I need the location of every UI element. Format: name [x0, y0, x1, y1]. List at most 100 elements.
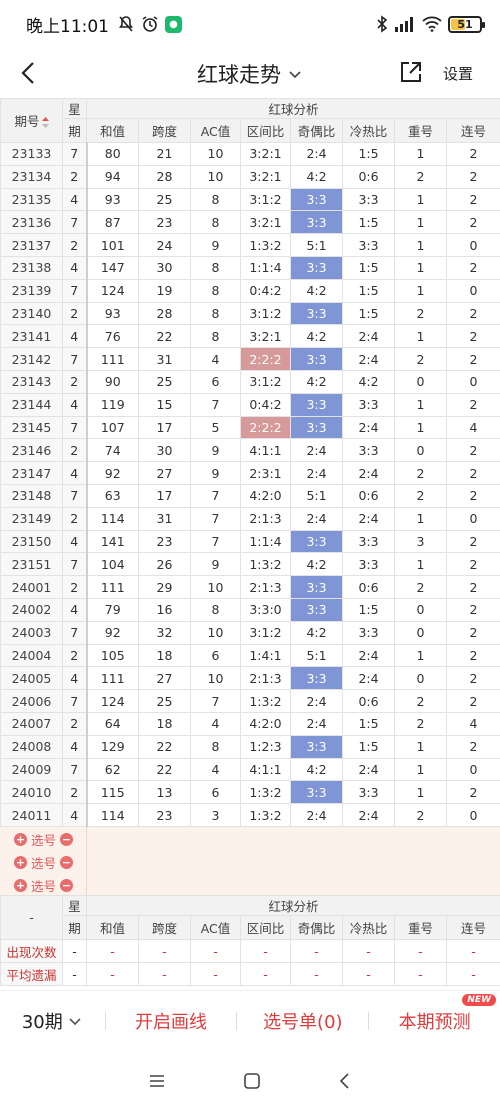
table-cell: 1:4:1 — [240, 643, 291, 668]
table-cell: 18 — [138, 711, 191, 736]
table-cell: 1:3:2 — [240, 689, 291, 713]
table-cell: 74 — [86, 438, 139, 463]
period-cell: 23141 — [0, 324, 63, 349]
table-row: 23138 4 147 30 8 1:1:4 3:3 1:5 1 2 — [0, 255, 500, 280]
minus-icon[interactable]: − — [60, 856, 74, 869]
table-row: 23139 7 124 19 8 0:4:2 4:2 1:5 1 0 — [0, 278, 500, 303]
table-cell: 2 — [394, 803, 447, 827]
new-badge: NEW — [462, 993, 497, 1006]
pick-label[interactable]: 选号 — [31, 856, 57, 871]
table-cell: 3:3 — [290, 301, 343, 326]
plus-icon[interactable]: + — [14, 856, 27, 869]
table-cell: 2:1:3 — [240, 575, 291, 599]
prediction-button[interactable]: 本期预测 NEW — [369, 993, 500, 1034]
table-row: 23140 2 93 28 8 3:1:2 3:3 1:5 2 2 — [0, 301, 500, 326]
plus-icon[interactable]: + — [14, 833, 27, 846]
table-cell: 3:1:2 — [240, 369, 291, 394]
table-cell: 0 — [445, 278, 500, 303]
table-cell: 2 — [445, 324, 500, 349]
table-cell: 1 — [394, 210, 447, 235]
week-cell: 4 — [62, 666, 88, 691]
table-cell: 3:3 — [342, 529, 395, 554]
table-cell: 1:1:4 — [240, 255, 291, 280]
table-cell: 3:3 — [342, 233, 395, 257]
group-title: 红球分析 — [85, 98, 500, 119]
share-icon[interactable] — [398, 59, 424, 85]
period-cell: 24004 — [0, 643, 63, 668]
picker-side: + 选号 − + 选号 − + 选号 − — [0, 827, 87, 895]
period-cell: 23137 — [0, 233, 63, 257]
table-cell: 5:1 — [290, 233, 343, 257]
table-cell: 1:5 — [342, 255, 395, 280]
page-title-dropdown[interactable]: 红球走势 — [197, 59, 303, 89]
table-cell: 2 — [445, 483, 500, 508]
week-cell: 2 — [62, 643, 88, 668]
table-cell: 3:1:2 — [240, 620, 291, 645]
week-cell: 7 — [62, 415, 88, 440]
stats-cell: - — [138, 962, 191, 986]
table-row: 23147 4 92 27 9 2:3:1 2:4 2:4 2 2 — [0, 461, 500, 485]
table-cell: 2 — [445, 392, 500, 417]
period-cell: 24002 — [0, 597, 63, 622]
table-cell: 2:1:3 — [240, 666, 291, 691]
week-cell: 7 — [62, 552, 88, 577]
table-cell: 10 — [190, 164, 241, 189]
table-cell: 92 — [86, 461, 139, 485]
week-cell: 7 — [62, 142, 88, 166]
stats-row: 出现次数 - - - - - - - - - — [0, 939, 500, 963]
back-icon[interactable] — [338, 1072, 352, 1090]
pick-label[interactable]: 选号 — [31, 879, 57, 894]
period-header[interactable]: 期号 — [0, 98, 63, 143]
table-cell: 32 — [138, 620, 191, 645]
table-col-header: 冷热比 — [342, 118, 395, 143]
table-cell: 2 — [445, 210, 500, 235]
menu-icon[interactable] — [148, 1073, 166, 1089]
table-cell: 7 — [190, 392, 241, 417]
week-cell: 4 — [62, 734, 88, 759]
stats-cell: - — [394, 962, 447, 986]
sort-icon — [41, 117, 49, 128]
table-row: 24001 2 111 29 10 2:1:3 3:3 0:6 2 2 — [0, 575, 500, 599]
bluetooth-icon — [377, 15, 388, 33]
settings-button[interactable]: 设置 — [443, 65, 474, 83]
minus-icon[interactable]: − — [60, 879, 74, 892]
period-cell: 24007 — [0, 711, 63, 736]
table-cell: 3:3 — [290, 666, 343, 691]
table-cell: 4:2 — [290, 757, 343, 782]
draw-lines-button[interactable]: 开启画线 — [135, 1011, 208, 1033]
table-cell: 107 — [86, 415, 139, 440]
table-cell: 129 — [86, 734, 139, 759]
table-cell: 7 — [190, 689, 241, 713]
table-row: 24006 7 124 25 7 1:3:2 2:4 0:6 2 2 — [0, 689, 500, 713]
table-cell: 9 — [190, 438, 241, 463]
table-row: 24007 2 64 18 4 4:2:0 2:4 1:5 2 4 — [0, 711, 500, 736]
pick-list-button[interactable]: 选号单(0) — [263, 1011, 343, 1033]
stats-cell: - — [190, 939, 241, 963]
table-cell: 147 — [86, 255, 139, 280]
table-cell: 3:3 — [290, 575, 343, 599]
home-icon[interactable] — [243, 1072, 261, 1090]
table-cell: 23 — [138, 210, 191, 235]
table-cell: 80 — [86, 142, 139, 166]
stats-cell: - — [240, 962, 291, 986]
table-cell: 9 — [190, 461, 241, 485]
table-cell: 2:2:2 — [240, 347, 291, 371]
table-cell: 1:3:2 — [240, 233, 291, 257]
back-arrow-icon[interactable] — [14, 58, 44, 88]
table-cell: 0 — [445, 369, 500, 394]
table-cell: 1:5 — [342, 210, 395, 235]
table-row: 24008 4 129 22 8 1:2:3 3:3 1:5 1 2 — [0, 734, 500, 759]
table-cell: 0:6 — [342, 689, 395, 713]
table-row: 23145 7 107 17 5 2:2:2 3:3 2:4 1 4 — [0, 415, 500, 440]
table-cell: 10 — [190, 666, 241, 691]
pick-label[interactable]: 选号 — [31, 833, 57, 848]
minus-icon[interactable]: − — [60, 833, 74, 846]
plus-icon[interactable]: + — [14, 879, 27, 892]
prediction-label: 本期预测 — [398, 1011, 471, 1033]
table-cell: 3:3 — [342, 620, 395, 645]
stats-cell: - — [240, 939, 291, 963]
period-count-select[interactable]: 30期 — [0, 1008, 105, 1034]
stats-week-cell: - — [62, 939, 87, 963]
week-cell: 7 — [62, 210, 88, 235]
stats-col-header: 区间比 — [240, 915, 291, 940]
